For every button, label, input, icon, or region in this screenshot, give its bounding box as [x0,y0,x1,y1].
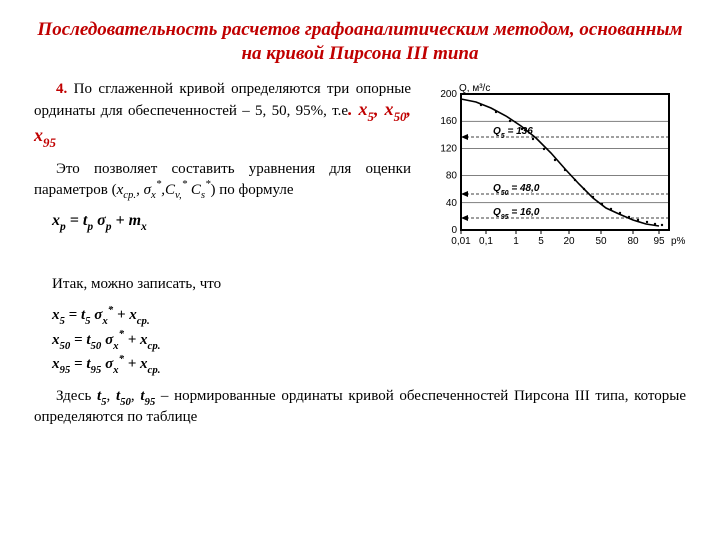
equations-intro: Итак, можно записать, что [52,275,686,294]
equation-system: x5 = t5 σx* + xср. x50 = t50 σx* + xср. … [52,303,686,377]
svg-text:0,1: 0,1 [479,236,493,247]
svg-text:Q95 = 16,0: Q95 = 16,0 [493,207,540,221]
step4-para1: 4. По сглаженной кривой определяются три… [34,80,411,150]
svg-text:1: 1 [513,236,519,247]
svg-text:0: 0 [451,225,457,236]
svg-text:80: 80 [446,170,458,181]
eq-x5: x5 = t5 σx* + xср. [52,303,686,328]
svg-text:40: 40 [446,197,458,208]
svg-text:95: 95 [653,236,665,247]
eq-x50: x50 = t50 σx* + xср. [52,328,686,353]
eq-x95: x95 = t95 σx* + xср. [52,352,686,377]
svg-text:Q50 = 48,0: Q50 = 48,0 [493,183,540,197]
svg-text:120: 120 [440,143,457,154]
svg-text:5: 5 [538,236,544,247]
svg-text:200: 200 [440,89,457,100]
svg-text:p%: p% [671,236,686,247]
main-formula: xp = tp σp + mx [52,212,411,232]
probability-curve-chart: 0 40 80 120 160 200 0,01 0,1 1 5 20 50 80 95 Q5 = 136 Q… [421,80,686,275]
svg-text:Q5 = 136: Q5 = 136 [493,126,533,140]
page-title: Последовательность расчетов графоаналити… [34,18,686,66]
step4-para2: Это позволяет составить уравнения для оц… [34,160,411,202]
svg-text:160: 160 [440,116,457,127]
svg-text:50: 50 [595,236,607,247]
chart-column: 0 40 80 120 160 200 0,01 0,1 1 5 20 50 80 95 Q5 = 136 Q… [421,80,686,275]
closing-para: Здесь t5, t50, t95 – нормированные ордин… [34,387,686,427]
text-column: 4. По сглаженной кривой определяются три… [34,80,411,275]
svg-text:80: 80 [627,236,639,247]
svg-text:20: 20 [563,236,575,247]
svg-text:Q, м³/с: Q, м³/с [459,83,490,94]
svg-text:0,01: 0,01 [451,236,471,247]
step-number: 4. [56,81,67,97]
